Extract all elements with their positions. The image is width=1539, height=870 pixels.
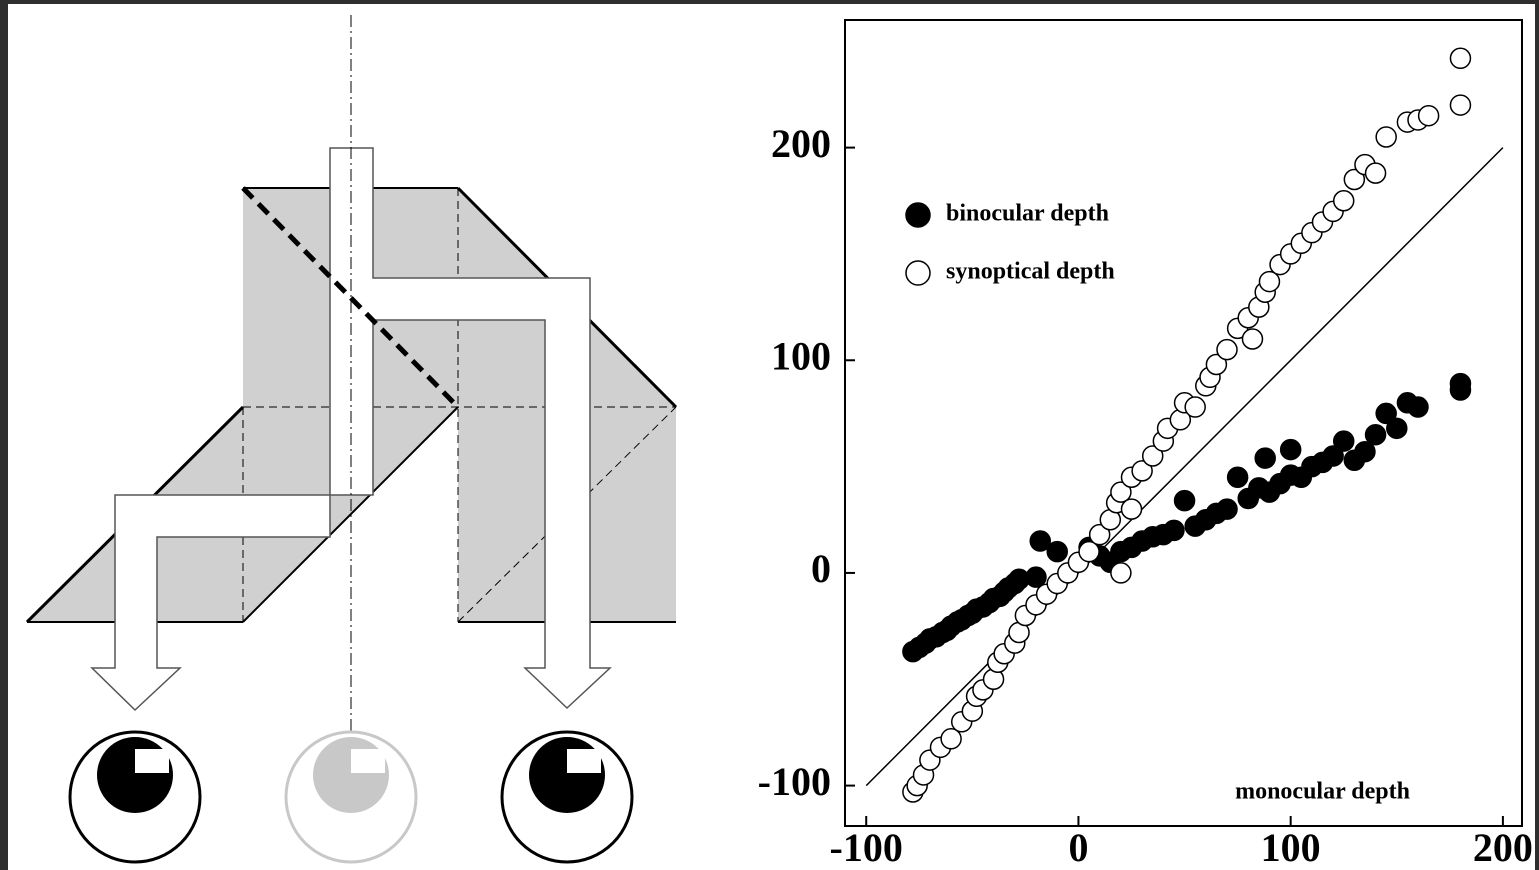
legend-marker bbox=[906, 203, 930, 227]
point bbox=[1242, 329, 1262, 349]
point bbox=[1175, 491, 1195, 511]
x-tick-label: 200 bbox=[1473, 825, 1533, 870]
point bbox=[1334, 191, 1354, 211]
point bbox=[1281, 440, 1301, 460]
point bbox=[1450, 48, 1470, 68]
point bbox=[1366, 163, 1386, 183]
point bbox=[1228, 467, 1248, 487]
x-tick-label: 100 bbox=[1261, 825, 1321, 870]
point bbox=[1217, 340, 1237, 360]
point bbox=[1450, 374, 1470, 394]
legend-label: synoptical depth bbox=[946, 259, 1115, 285]
point bbox=[1366, 425, 1386, 445]
point bbox=[1450, 95, 1470, 115]
y-tick-label: 200 bbox=[771, 121, 831, 166]
point bbox=[1047, 542, 1067, 562]
figure: monocular depth -100 0 100 200 -100 0 100 200 bi… bbox=[0, 0, 1539, 870]
x-axis-label: monocular depth bbox=[1235, 779, 1410, 805]
point bbox=[1387, 418, 1407, 438]
x-tick-label: 0 bbox=[1068, 825, 1088, 870]
legend-label: binocular depth bbox=[946, 201, 1109, 227]
point bbox=[1111, 563, 1131, 583]
y-tick-label: 100 bbox=[771, 333, 831, 378]
x-tick-label: -100 bbox=[830, 825, 903, 870]
point bbox=[1122, 499, 1142, 519]
point bbox=[1217, 499, 1237, 519]
point bbox=[1255, 448, 1275, 468]
point bbox=[1185, 397, 1205, 417]
point bbox=[1334, 431, 1354, 451]
point bbox=[1164, 520, 1184, 540]
point bbox=[1408, 397, 1428, 417]
point bbox=[1376, 127, 1396, 147]
point bbox=[1419, 106, 1439, 126]
legend-marker bbox=[906, 261, 930, 285]
y-tick-label: 0 bbox=[811, 546, 831, 591]
y-tick-label: -100 bbox=[758, 759, 831, 804]
